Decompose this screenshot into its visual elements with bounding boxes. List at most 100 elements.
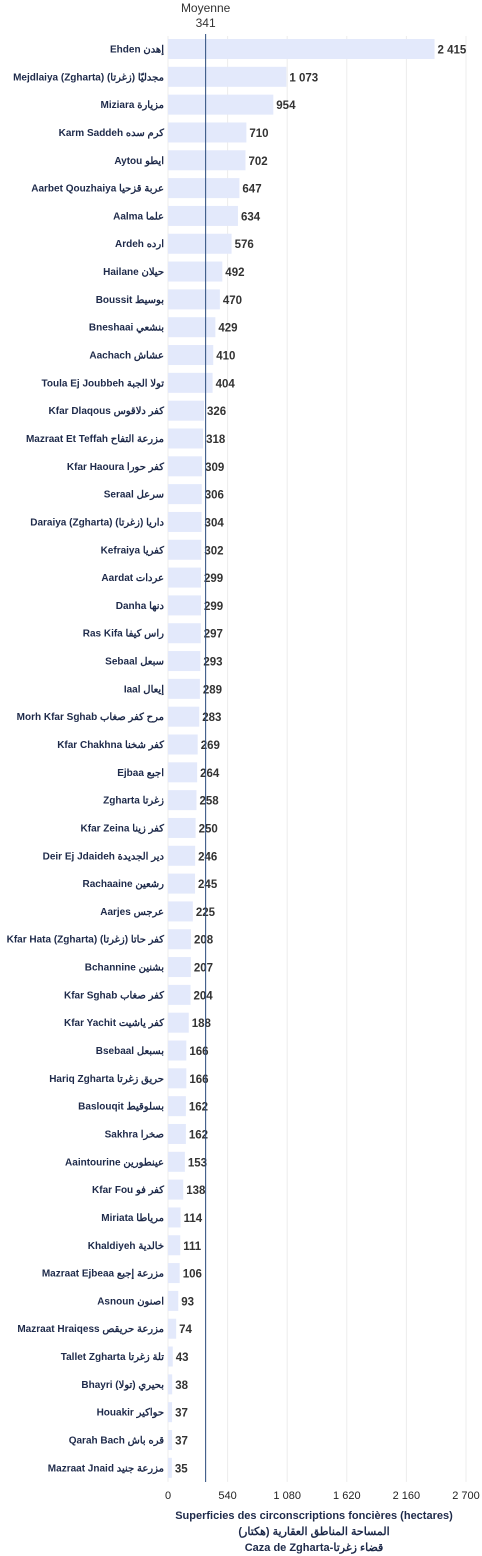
value-label: 138 (186, 1185, 206, 1197)
x-axis-ticks: 0 540 1 080 1 620 2 160 2 700 (165, 1490, 480, 1502)
value-label: 297 (204, 629, 223, 641)
x-tick-label: 1 620 (333, 1490, 361, 1502)
category-label: Asnoun اصنون (97, 1296, 164, 1307)
category-label: Aarbet Qouzhaiya عربة قزحيا (31, 184, 164, 195)
value-label: 162 (189, 1129, 208, 1141)
category-label: Kfar Fou كفر فو (92, 1185, 164, 1196)
x-tick-label: 2 700 (452, 1490, 480, 1502)
value-label: 283 (202, 712, 221, 724)
bar (168, 539, 202, 560)
category-label: Aachach عشاش (89, 351, 164, 362)
x-tick-label: 0 (165, 1490, 171, 1502)
value-label: 111 (183, 1241, 202, 1253)
bar (168, 1235, 181, 1256)
bar (168, 1290, 179, 1311)
bar (168, 762, 198, 783)
category-label: Deir Ej Jdaideh دير الجديدة (43, 851, 165, 862)
bar (168, 817, 196, 838)
x-tick-label: 1 080 (273, 1490, 301, 1502)
value-label: 37 (175, 1436, 188, 1448)
bar (168, 929, 191, 950)
value-label: 162 (189, 1102, 208, 1114)
category-label: Aaintourine عينطورين (65, 1157, 164, 1168)
bar (168, 957, 191, 978)
value-label: 188 (192, 1018, 212, 1030)
bar (168, 1207, 181, 1228)
mean-marker: Moyenne 341 (181, 1, 231, 1482)
value-label: 318 (206, 434, 226, 446)
value-label: 93 (181, 1296, 194, 1308)
category-label: Aytou ايطو (114, 156, 164, 167)
bar (168, 484, 202, 505)
category-label: Toula Ej Joubbeh تولا الجبة (42, 378, 165, 389)
bar (168, 205, 238, 226)
category-label: Karm Saddeh كرم سده (59, 128, 165, 139)
bar (168, 150, 246, 171)
category-label: Miriata مرياطا (101, 1213, 164, 1224)
x-axis-title-line-2: المساحة المناطق العقارية (هكتار) (238, 1526, 389, 1538)
value-label: 37 (175, 1408, 188, 1420)
bar (168, 94, 274, 115)
value-label: 245 (198, 879, 218, 891)
bar (168, 66, 287, 87)
bar (168, 289, 220, 310)
value-label: 207 (194, 963, 213, 975)
category-label: Kfar Yachit كفر ياشيت (64, 1018, 164, 1029)
category-label: Bsebaal بسبعل (96, 1046, 164, 1057)
value-label: 576 (235, 239, 254, 251)
category-label: Ras Kifa راس كيفا (83, 629, 164, 640)
value-label: 114 (184, 1213, 203, 1225)
value-label: 264 (200, 768, 220, 780)
value-labels: 2 415 1 073 954 710 702 647 634 576 492 470 429 410… (175, 45, 467, 1476)
value-label: 710 (249, 128, 268, 140)
bar (168, 1123, 186, 1144)
bar (168, 1318, 177, 1339)
bar (168, 1457, 172, 1478)
mean-title: Moyenne (181, 1, 231, 15)
x-tick-label: 2 160 (393, 1490, 421, 1502)
category-label: Tallet Zgharta تلة زغرتا (61, 1352, 164, 1363)
value-label: 1 073 (289, 72, 318, 84)
category-label: Aardat عردات (101, 573, 164, 584)
category-label: Mazraat Et Teffah مزرعة التفاح (26, 434, 164, 445)
value-label: 304 (205, 517, 225, 529)
value-label: 309 (205, 462, 224, 474)
value-label: 404 (216, 378, 236, 390)
category-label: Kfar Sghab كفر صغاب (64, 990, 164, 1001)
category-label: Kfar Chakhna كفر شخنا (57, 740, 164, 751)
value-label: 250 (199, 823, 218, 835)
value-label: 326 (207, 406, 226, 418)
value-label: 106 (183, 1269, 202, 1281)
bar (168, 984, 191, 1005)
category-label: Baslouqit بسلوقيط (78, 1102, 164, 1113)
category-label: Mazraat Hraiqess مزرعة حريقص (17, 1324, 164, 1335)
bar (168, 678, 200, 699)
category-label: Boussit بوسيط (96, 295, 165, 306)
value-label: 2 415 (438, 45, 467, 57)
bar (168, 261, 223, 282)
category-label: Mazraat Jnaid مزرعة جنيد (48, 1463, 164, 1474)
category-label: Rachaaine رشعين (83, 879, 165, 890)
x-axis-title-line-1: Superficies des circonscriptions foncièr… (175, 1510, 453, 1522)
category-label: Kfar Zeina كفر زينا (81, 823, 165, 834)
bar (168, 372, 213, 393)
mean-value: 341 (196, 16, 216, 30)
value-label: 306 (205, 490, 224, 502)
value-label: 38 (175, 1380, 188, 1392)
category-label: Hailane حيلان (103, 267, 164, 278)
value-label: 246 (198, 851, 217, 863)
category-label: Mazraat Ejbeaa مزرعة إجبع (42, 1269, 164, 1280)
value-label: 153 (188, 1157, 207, 1169)
bar (168, 623, 201, 644)
bar (168, 1040, 187, 1061)
category-label: Qarah Bach قره باش (69, 1436, 164, 1447)
category-label: Aarjes عرجس (100, 907, 164, 918)
category-label: Bchannine بشنين (85, 963, 164, 974)
value-label: 208 (194, 935, 214, 947)
category-label: Zgharta زغرتا (103, 796, 164, 807)
bar (168, 845, 196, 866)
category-label: Ardeh ارده (115, 239, 164, 250)
bar (168, 1430, 173, 1450)
value-label: 634 (241, 211, 261, 223)
value-label: 302 (204, 545, 223, 557)
